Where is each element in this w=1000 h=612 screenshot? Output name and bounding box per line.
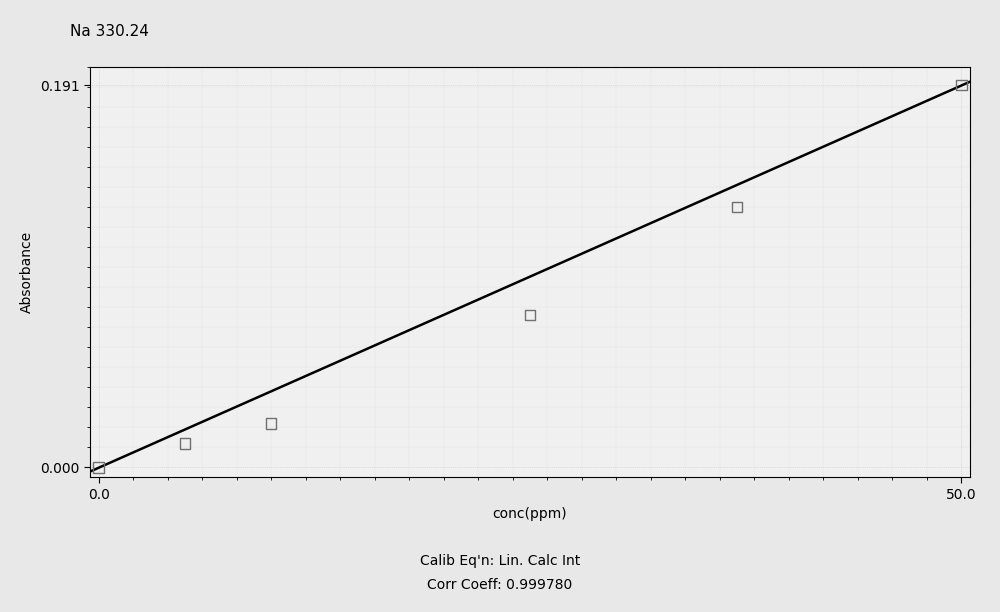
Text: Na 330.24: Na 330.24 <box>70 24 149 40</box>
Point <box>953 80 969 90</box>
Point <box>177 438 193 448</box>
Text: Calib Eq'n: Lin. Calc Int: Calib Eq'n: Lin. Calc Int <box>420 554 580 568</box>
Point <box>522 310 538 320</box>
Point <box>729 203 745 212</box>
Point <box>263 419 279 428</box>
Y-axis label: Absorbance: Absorbance <box>20 231 34 313</box>
Point <box>91 463 107 472</box>
Text: Corr Coeff: 0.999780: Corr Coeff: 0.999780 <box>427 578 573 592</box>
X-axis label: conc(ppm): conc(ppm) <box>493 507 567 521</box>
